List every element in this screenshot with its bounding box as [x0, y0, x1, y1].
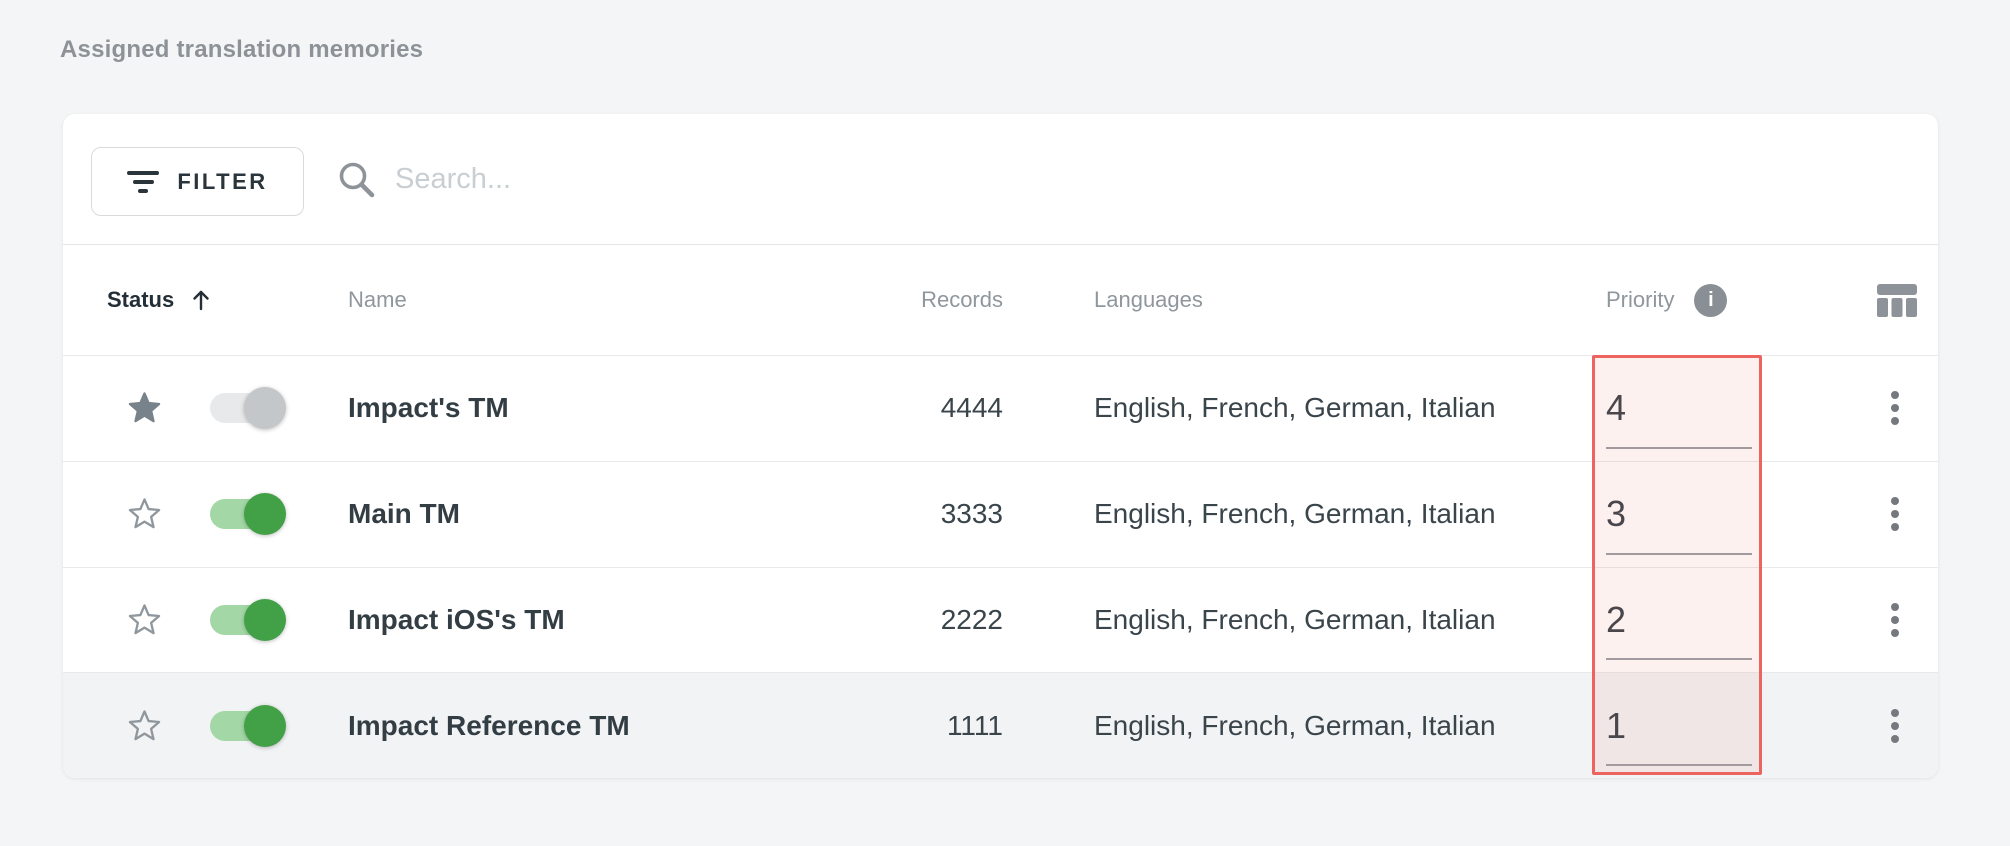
table-row[interactable]: Impact Reference TM 1111 English, French… [63, 672, 1938, 778]
languages-list: English, French, German, Italian [1094, 603, 1496, 635]
filter-button[interactable]: FILTER [91, 147, 304, 216]
row-menu-button[interactable] [1885, 493, 1905, 535]
column-header-name-label: Name [348, 287, 407, 312]
star-icon[interactable] [127, 391, 162, 426]
toggle-knob [244, 704, 286, 747]
column-header-records[interactable]: Records [763, 245, 1003, 355]
star-icon[interactable] [127, 708, 162, 743]
toggle-knob [244, 493, 286, 536]
translation-memories-card: FILTER Status Name Records Languages [63, 114, 1938, 778]
priority-info-icon[interactable]: i [1694, 283, 1728, 317]
records-count: 2222 [940, 603, 1003, 635]
row-menu-button[interactable] [1885, 387, 1905, 429]
languages-list: English, French, German, Italian [1094, 392, 1496, 424]
table-header: Status Name Records Languages Priority i [63, 245, 1938, 355]
tm-name: Impact Reference TM [348, 709, 630, 741]
column-header-languages-label: Languages [1094, 287, 1203, 312]
status-toggle[interactable] [210, 704, 286, 747]
column-header-status[interactable]: Status [107, 245, 214, 355]
priority-field-underline [1606, 764, 1752, 766]
priority-field-underline [1606, 446, 1752, 449]
search-icon [339, 162, 375, 197]
filter-icon [127, 170, 160, 193]
status-toggle[interactable] [210, 493, 286, 536]
search-box [335, 114, 1015, 245]
table-row[interactable]: Main TM 3333 English, French, German, It… [63, 460, 1938, 567]
languages-list: English, French, German, Italian [1094, 709, 1496, 741]
page-title: Assigned translation memories [60, 36, 424, 63]
priority-field-underline [1606, 552, 1752, 555]
sort-ascending-icon [193, 290, 209, 311]
row-menu-button[interactable] [1885, 599, 1905, 641]
priority-field[interactable]: 4 [1606, 387, 1627, 429]
records-count: 4444 [940, 392, 1003, 424]
priority-field[interactable]: 3 [1606, 493, 1627, 535]
star-icon[interactable] [127, 602, 162, 637]
table-row[interactable]: Impact's TM 4444 English, French, German… [63, 355, 1938, 461]
tm-name: Impact iOS's TM [348, 603, 565, 635]
tm-name: Main TM [348, 498, 460, 530]
table-toolbar: FILTER [63, 114, 1938, 245]
column-header-priority-label: Priority [1606, 287, 1675, 312]
priority-field-underline [1606, 658, 1752, 661]
row-menu-button[interactable] [1885, 705, 1905, 747]
status-toggle[interactable] [210, 598, 286, 641]
column-header-records-label: Records [921, 287, 1003, 312]
filter-button-label: FILTER [177, 168, 268, 194]
column-header-status-label: Status [107, 287, 175, 312]
priority-field[interactable]: 2 [1606, 598, 1627, 640]
toggle-knob [244, 598, 286, 641]
column-header-name[interactable]: Name [348, 245, 407, 355]
column-settings-icon[interactable] [1875, 278, 1919, 322]
search-input[interactable] [395, 163, 1015, 196]
tm-name: Impact's TM [348, 392, 509, 424]
column-header-languages[interactable]: Languages [1094, 245, 1203, 355]
records-count: 1111 [946, 709, 1003, 741]
records-count: 3333 [940, 498, 1003, 530]
star-icon[interactable] [127, 497, 162, 532]
status-toggle[interactable] [210, 387, 286, 430]
table-row[interactable]: Impact iOS's TM 2222 English, French, Ge… [63, 566, 1938, 673]
column-header-priority[interactable]: Priority i [1606, 245, 1728, 355]
table-body: Impact's TM 4444 English, French, German… [63, 355, 1938, 778]
toggle-knob [244, 387, 286, 430]
priority-field[interactable]: 1 [1606, 704, 1627, 746]
languages-list: English, French, German, Italian [1094, 498, 1496, 530]
